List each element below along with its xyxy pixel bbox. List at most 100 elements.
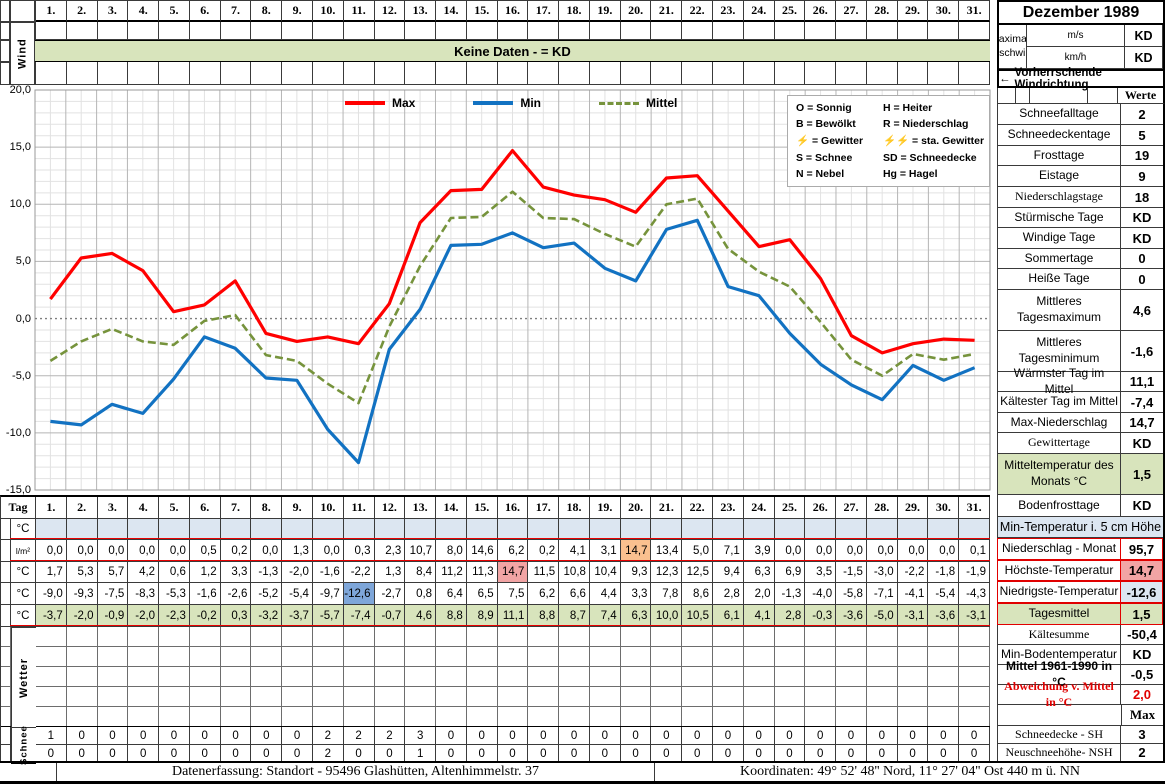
wetter-cell: [405, 667, 437, 687]
wetter-cell: [497, 687, 529, 707]
wind-grid-cell: [836, 62, 867, 85]
y-axis-tick: 10,0: [9, 198, 31, 211]
stat-max-niederschlag-value: 14,7: [1129, 415, 1155, 430]
tmin-value-cell: -4,3: [959, 583, 990, 605]
statistics-sidebar: Schneefalltage 2 Schneedeckentage 5 Frosttag…: [997, 104, 1165, 762]
stat-row-mitteltemperatur-monat: Mitteltemperatur des Monats °C 1,5: [997, 454, 1163, 495]
stat-niederschlagstage-label: Niederschlagstage: [998, 187, 1121, 207]
tmax-value-cell: 4,2: [128, 562, 160, 583]
tmax-value-cell: 14,7: [497, 562, 529, 583]
wetter-cell: [528, 667, 560, 687]
day-header-cell: 21.: [651, 497, 683, 519]
day-header-cell: 16.: [497, 1, 529, 22]
tmax-value-cell: 5,3: [66, 562, 98, 583]
day-header-cell: 14.: [436, 497, 467, 519]
wetter-cell: [651, 627, 683, 647]
wetter-cell: [589, 687, 621, 707]
wetter-cell: [374, 687, 406, 707]
spacer-cell: [1, 727, 11, 745]
tmin-value-cell: 8,6: [682, 583, 714, 605]
spacer-cell: [1, 647, 11, 667]
day-header-cell: 3.: [97, 1, 129, 22]
weather-code-key: SD: [882, 151, 901, 164]
wind-grid-cell: [374, 62, 406, 85]
day-header-cell: 11.: [343, 497, 375, 519]
wind-grid-cell: [743, 22, 775, 40]
tmin-value-cell: -5,8: [836, 583, 867, 605]
wetter-cell: [97, 627, 129, 647]
wetter-cell: [97, 687, 129, 707]
wetter-cell: [220, 707, 252, 727]
weather-code-label: = sta. Gewitter: [912, 135, 985, 148]
tmin-value-cell: -2,7: [374, 583, 406, 605]
sh-value-cell: 0: [251, 727, 283, 745]
wetter-cell: [66, 667, 98, 687]
tmin-value-cell: -12,6: [343, 583, 375, 605]
corner-cell: [10, 0, 35, 22]
stat-kaeltester-tag-label: Kältester Tag im Mittel: [998, 392, 1121, 412]
wind-grid-cell: [774, 22, 806, 40]
day-header-row: 1. 2. 3. 4. 5. 6. 7. 8. 9. 10. 11. 12. 13. 14. 15. 16. 1…: [35, 0, 990, 22]
wetter-cell: [620, 707, 652, 727]
tmittel-value-cell: -3,2: [251, 605, 283, 627]
stat-row-windige-tage: Windige Tage KD: [997, 228, 1163, 249]
wind-grid-cell: [897, 22, 929, 40]
wetter-cell: [220, 687, 252, 707]
month-title: Dezember 1989: [997, 0, 1165, 25]
wetter-cell: [436, 687, 467, 707]
precip-value-cell: 0,0: [36, 540, 67, 562]
y-axis-tick: 20,0: [9, 84, 31, 96]
wetter-cell: [651, 707, 683, 727]
wind-grid-cell: [466, 62, 498, 85]
weather-code-SD: SD = Schneedecke: [883, 152, 981, 164]
wetter-cell: [959, 667, 990, 687]
wetter-cell: [36, 647, 67, 667]
sh-value-cell: 0: [836, 727, 867, 745]
precip-value-cell: 0,0: [159, 540, 190, 562]
day-header-cell: 29.: [897, 1, 929, 22]
wetter-cell: [36, 707, 67, 727]
tmax-value-cell: 1,2: [189, 562, 221, 583]
wetter-cell: [66, 707, 98, 727]
precip-value-cell: 4,1: [559, 540, 590, 562]
wind-grid-cell: [897, 62, 929, 85]
sh-value-cell: 0: [497, 727, 529, 745]
wetter-cell: [159, 707, 190, 727]
sh-value-cell: 3: [405, 727, 437, 745]
wetter-cell: [897, 687, 929, 707]
wetter-cell: [97, 667, 129, 687]
precip-value-cell: 14,7: [620, 540, 652, 562]
day-header-cell: 22.: [682, 497, 714, 519]
wetter-cell: [405, 707, 437, 727]
wetter-cell: [36, 667, 67, 687]
wetter-cell: [128, 667, 160, 687]
wetter-cell: [405, 627, 437, 647]
day-header-cell: 24.: [743, 1, 775, 22]
wetter-cell: [743, 687, 775, 707]
wind-grid-cell: [682, 22, 714, 40]
min5cm-value-cell: [866, 519, 898, 540]
wetter-cell: [928, 707, 960, 727]
precip-value-cell: 0,0: [66, 540, 98, 562]
wetter-cell: [620, 687, 652, 707]
day-header-cell: 5.: [159, 497, 190, 519]
tmax-value-cell: 0,6: [159, 562, 190, 583]
wetter-cell: [620, 647, 652, 667]
unit-label-min5cm: °C: [11, 519, 36, 540]
wind-grid-cell: [589, 62, 621, 85]
wetter-cell: [713, 707, 744, 727]
legend-label: Min: [520, 96, 542, 110]
tmittel-value-cell: -2,3: [159, 605, 190, 627]
wetter-cell: [251, 707, 283, 727]
tmin-value-cell: -9,7: [312, 583, 344, 605]
schnee-section-label: Schnee: [11, 726, 36, 765]
precip-value-cell: 0,5: [189, 540, 221, 562]
max-windspeed-label: Maximale Windgeschwindigkeit: [999, 25, 1027, 69]
wetter-cell: [66, 627, 98, 647]
wind-grid-cell: [682, 62, 714, 85]
min5cm-value-cell: [312, 519, 344, 540]
wind-grid-cell: [282, 62, 313, 85]
wind-grid-cell: [466, 22, 498, 40]
y-axis-tick: 15,0: [9, 141, 31, 154]
day-header-cell: 17.: [528, 497, 560, 519]
